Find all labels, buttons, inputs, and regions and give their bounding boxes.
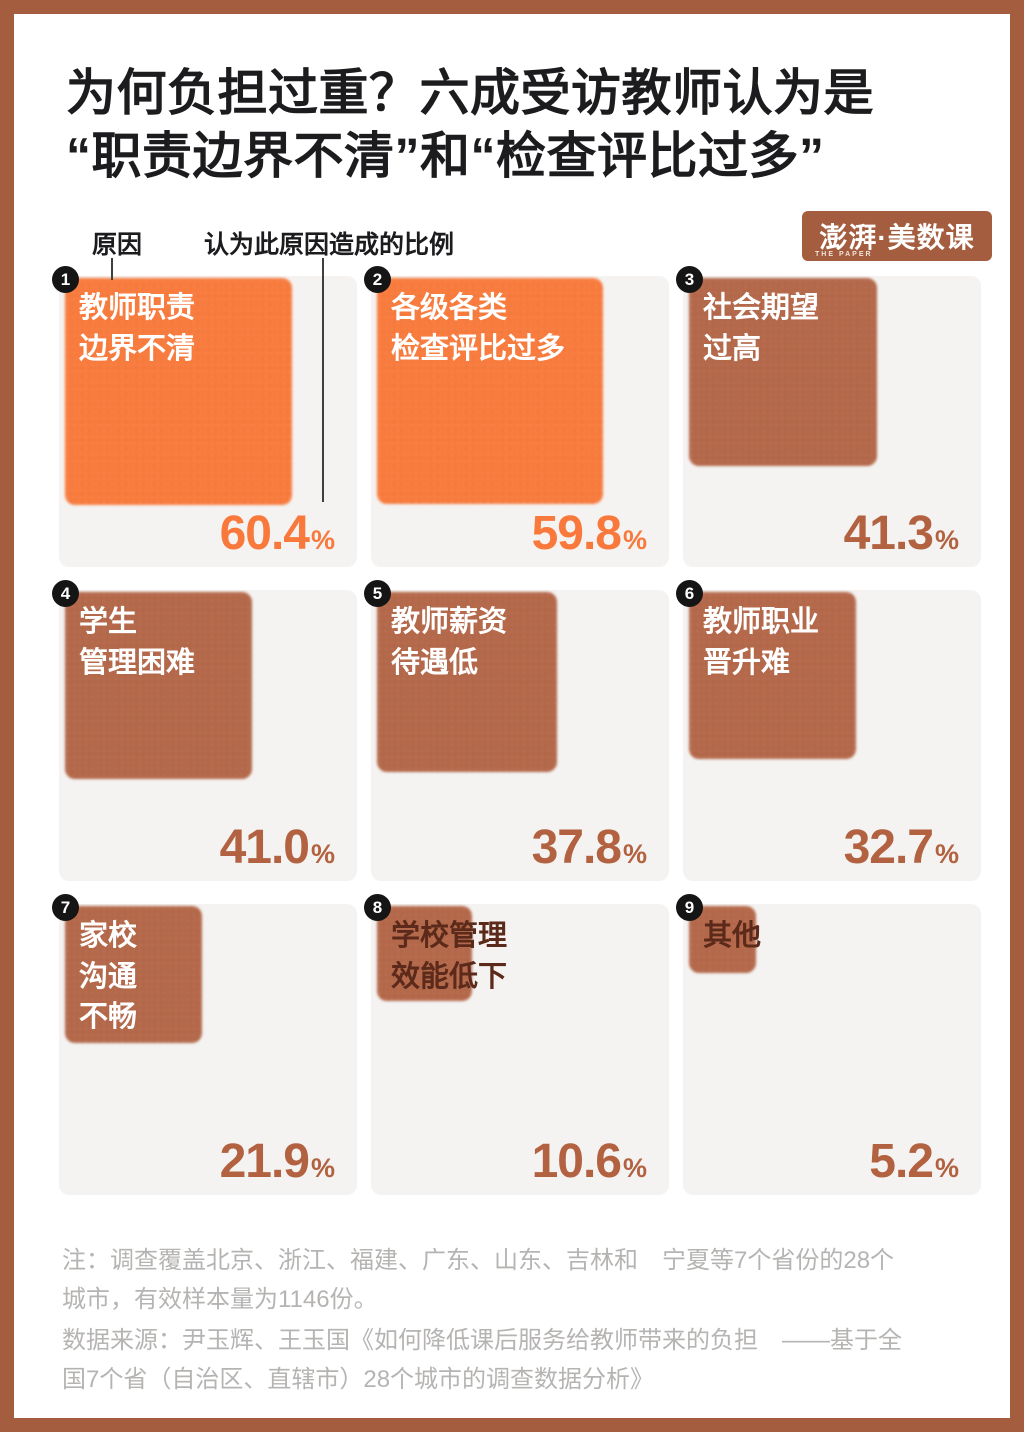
cause-label: 教师职责 边界不清 <box>79 292 196 365</box>
value-label: 41.0% <box>220 820 335 875</box>
publisher-logo-text: 澎湃·美数课 <box>819 222 975 253</box>
percent-sign: % <box>310 839 335 869</box>
value-number: 10.6 <box>531 1135 622 1188</box>
area-square <box>65 278 292 505</box>
tile-8: 8 学校管理 效能低下 10.6% <box>364 894 669 1195</box>
tile-grid: 1 教师职责 边界不清 60.4% 2 各级各类 检查评比过多 59.8% 3 … <box>52 266 982 1195</box>
tile-4: 4 学生 管理困难 41.0% <box>52 580 357 881</box>
rank-badge: 5 <box>364 580 391 607</box>
value-number: 41.0 <box>219 821 310 874</box>
cause-label: 家校 沟通 不畅 <box>79 920 138 1034</box>
value-label: 41.3% <box>844 506 959 561</box>
area-square <box>65 592 252 779</box>
rank-badge: 7 <box>52 894 79 921</box>
value-label: 10.6% <box>532 1134 647 1189</box>
legend-reason-pointer-line <box>111 258 113 280</box>
tile-7: 7 家校 沟通 不畅 21.9% <box>52 894 357 1195</box>
value-number: 21.9 <box>219 1135 310 1188</box>
value-number: 59.8 <box>531 507 622 560</box>
value-label: 5.2% <box>869 1134 959 1189</box>
percent-sign: % <box>310 525 335 555</box>
value-number: 41.3 <box>843 507 934 560</box>
rank-badge: 2 <box>364 266 391 293</box>
cause-label: 学生 管理困难 <box>79 606 196 679</box>
percent-sign: % <box>934 1153 959 1183</box>
rank-badge: 4 <box>52 580 79 607</box>
data-source-note: 数据来源：尹玉辉、王玉国《如何降低课后服务给教师带来的负担 ——基于全 国7个省… <box>62 1327 902 1393</box>
tile-9: 9 其他 5.2% <box>676 894 981 1195</box>
area-square <box>689 278 877 466</box>
tile-2: 2 各级各类 检查评比过多 59.8% <box>364 266 669 567</box>
rank-badge: 9 <box>676 894 703 921</box>
tile-6: 6 教师职业 晋升难 32.7% <box>676 580 981 881</box>
area-square <box>377 592 557 772</box>
value-label: 60.4% <box>220 506 335 561</box>
area-square <box>377 906 472 1001</box>
cause-label: 其他 <box>703 920 762 952</box>
legend-ratio-pointer-line <box>322 258 324 502</box>
value-label: 21.9% <box>220 1134 335 1189</box>
percent-sign: % <box>934 839 959 869</box>
value-number: 60.4 <box>219 507 310 560</box>
publisher-logo: 澎湃·美数课 THE PAPER <box>802 211 992 261</box>
area-square <box>689 592 856 759</box>
rank-badge: 3 <box>676 266 703 293</box>
cause-label: 教师薪资 待遇低 <box>391 606 508 679</box>
survey-note: 注：调查覆盖北京、浙江、福建、广东、山东、吉林和 宁夏等7个省份的28个 城市，… <box>62 1247 895 1313</box>
rank-badge: 6 <box>676 580 703 607</box>
area-square <box>689 906 756 973</box>
legend-ratio-label: 认为此原因造成的比例 <box>204 231 455 259</box>
publisher-logo-subtext: THE PAPER <box>815 251 873 258</box>
rank-badge: 1 <box>52 266 79 293</box>
percent-sign: % <box>622 1153 647 1183</box>
area-square <box>65 906 202 1043</box>
cause-label: 学校管理 效能低下 <box>391 920 508 993</box>
value-label: 59.8% <box>532 506 647 561</box>
cause-label: 教师职业 晋升难 <box>703 606 820 679</box>
tile-3: 3 社会期望 过高 41.3% <box>676 266 981 567</box>
tile-5: 5 教师薪资 待遇低 37.8% <box>364 580 669 881</box>
percent-sign: % <box>622 525 647 555</box>
cause-label: 各级各类 检查评比过多 <box>391 292 566 365</box>
percent-sign: % <box>622 839 647 869</box>
page-title: 为何负担过重？六成受访教师认为是 “职责边界不清”和“检查评比过多” <box>66 65 874 184</box>
value-number: 37.8 <box>531 821 622 874</box>
value-number: 32.7 <box>843 821 934 874</box>
value-label: 32.7% <box>844 820 959 875</box>
legend-reason-label: 原因 <box>92 231 143 259</box>
cause-label: 社会期望 过高 <box>703 292 820 365</box>
area-square <box>377 278 603 504</box>
percent-sign: % <box>934 525 959 555</box>
value-number: 5.2 <box>869 1135 934 1188</box>
percent-sign: % <box>310 1153 335 1183</box>
value-label: 37.8% <box>532 820 647 875</box>
tile-1: 1 教师职责 边界不清 60.4% <box>52 266 357 567</box>
rank-badge: 8 <box>364 894 391 921</box>
